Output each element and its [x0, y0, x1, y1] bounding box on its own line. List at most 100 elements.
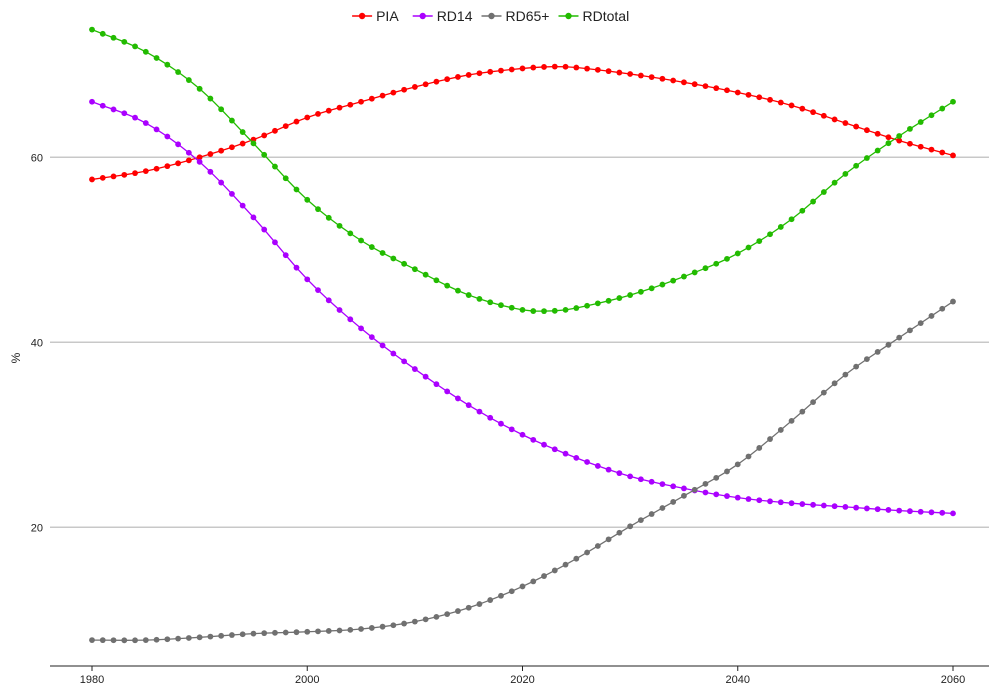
data-point-rd65	[950, 298, 956, 305]
data-point-pia	[831, 116, 838, 123]
data-point-pia	[659, 75, 666, 82]
x-tick-label: 1980	[80, 674, 104, 686]
data-point-rdtotal	[250, 140, 257, 147]
legend-swatch-marker	[488, 12, 495, 20]
data-point-rd14	[293, 264, 300, 271]
y-tick-label: 40	[31, 337, 43, 349]
data-point-rd14	[358, 325, 364, 332]
x-tick-label: 2060	[941, 674, 965, 686]
data-point-rdtotal	[820, 189, 827, 195]
legend-item-rd65: RD65+	[481, 8, 550, 24]
data-point-rd65	[724, 468, 730, 475]
data-point-rdtotal	[142, 48, 149, 55]
data-point-pia	[390, 89, 397, 96]
data-point-rd65	[584, 549, 590, 556]
data-point-pia	[745, 91, 752, 98]
data-point-rdtotal	[541, 308, 547, 315]
data-point-rdtotal	[659, 281, 666, 288]
data-point-rd65	[670, 499, 677, 505]
data-point-rd14	[336, 307, 343, 313]
series-rd65	[89, 298, 956, 644]
data-point-pia	[465, 72, 472, 78]
series-line-rd65	[91, 301, 954, 641]
data-point-rdtotal	[810, 198, 816, 205]
data-point-rdtotal	[864, 155, 870, 161]
series-line-pia	[91, 65, 954, 181]
data-point-rdtotal	[530, 308, 537, 314]
legend-label: RD14	[437, 8, 473, 24]
data-point-rd65	[239, 631, 246, 638]
data-point-rdtotal	[874, 147, 881, 154]
data-point-pia	[734, 89, 741, 96]
legend-label: PIA	[376, 8, 399, 24]
data-point-rd65	[347, 626, 354, 633]
data-point-rdtotal	[831, 179, 838, 186]
data-point-rd14	[519, 431, 526, 438]
data-point-rd65	[756, 445, 763, 451]
data-point-pia	[218, 147, 225, 154]
data-point-rd65	[788, 417, 795, 424]
data-point-rd14	[767, 498, 773, 505]
data-point-rd14	[422, 373, 429, 380]
data-point-pia	[573, 64, 580, 71]
data-point-pia	[562, 63, 569, 70]
data-point-pia	[627, 71, 634, 77]
data-point-rd14	[218, 179, 225, 186]
data-point-rdtotal	[498, 302, 504, 309]
data-point-rd65	[175, 635, 182, 642]
data-point-rdtotal	[293, 186, 300, 193]
data-point-rdtotal	[433, 277, 440, 284]
legend-item-rd14: RD14	[412, 8, 473, 24]
data-point-rd14	[605, 466, 612, 473]
data-point-pia	[142, 168, 149, 175]
data-point-pia	[422, 81, 429, 88]
data-point-pia	[185, 157, 192, 164]
data-point-rd65	[487, 597, 494, 603]
data-point-rd14	[207, 168, 214, 175]
data-point-pia	[702, 83, 709, 90]
data-point-rd14	[110, 106, 117, 113]
data-point-rd14	[153, 126, 160, 133]
data-point-rdtotal	[691, 269, 698, 276]
data-point-rd65	[379, 623, 386, 630]
series-layer	[89, 26, 956, 644]
data-point-rdtotal	[315, 206, 321, 213]
data-point-rd65	[293, 629, 300, 636]
legend-label: RD65+	[506, 8, 550, 24]
data-point-rd65	[390, 622, 397, 629]
legend-swatch-marker	[358, 12, 366, 20]
data-point-rd14	[282, 252, 289, 259]
data-point-pia	[820, 112, 827, 119]
data-point-rdtotal	[347, 230, 354, 237]
data-point-pia	[498, 67, 504, 74]
data-point-rdtotal	[476, 296, 483, 302]
data-point-rd14	[498, 420, 504, 427]
data-point-pia	[379, 92, 386, 99]
data-point-rdtotal	[799, 207, 806, 214]
data-point-rd65	[99, 637, 106, 644]
data-point-rd14	[229, 191, 235, 197]
data-point-rd14	[487, 414, 494, 421]
data-point-rdtotal	[196, 85, 203, 92]
data-point-rd14	[132, 114, 138, 121]
data-point-rdtotal	[702, 265, 709, 272]
data-point-rd65	[422, 616, 429, 623]
data-point-rd14	[799, 501, 806, 507]
data-point-rd65	[465, 604, 472, 611]
data-point-rdtotal	[648, 285, 655, 292]
data-point-rd65	[444, 611, 451, 618]
data-point-rdtotal	[422, 271, 429, 278]
data-point-rdtotal	[336, 222, 343, 229]
data-point-rdtotal	[788, 216, 795, 223]
data-point-rd65	[218, 632, 225, 639]
data-point-rdtotal	[885, 140, 892, 147]
data-point-rdtotal	[218, 106, 225, 113]
gridlines	[50, 156, 989, 528]
data-point-rdtotal	[304, 196, 311, 203]
data-point-pia	[444, 76, 451, 83]
data-point-pia	[164, 163, 171, 170]
data-point-rdtotal	[121, 38, 128, 45]
data-point-pia	[756, 94, 763, 101]
data-point-rd65	[637, 517, 644, 524]
